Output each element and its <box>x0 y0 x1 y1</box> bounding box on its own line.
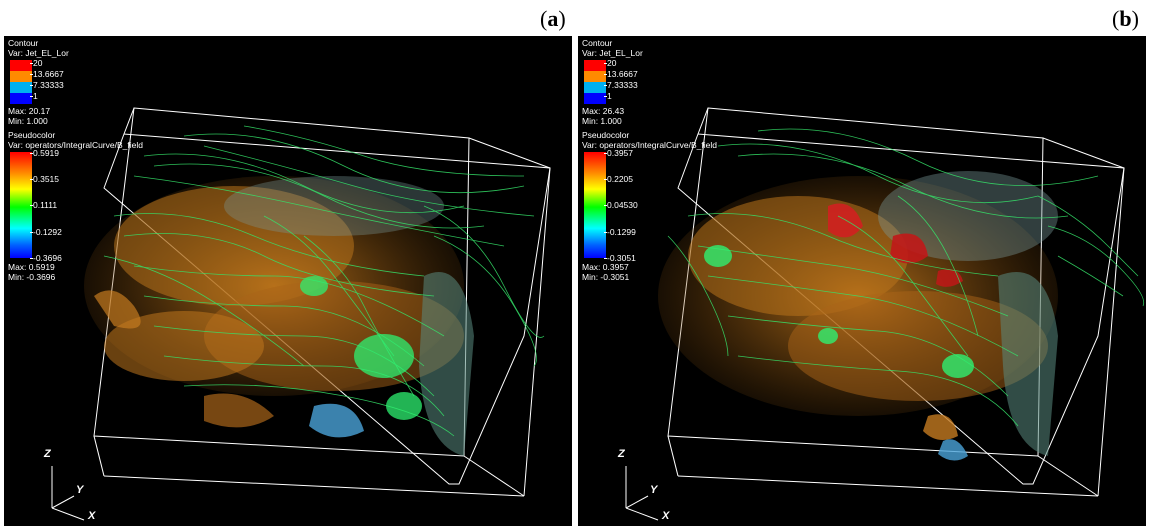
swatch-7 <box>584 82 606 93</box>
axis-x-label: X <box>88 510 96 522</box>
render-panel-b[interactable]: Contour Var: Jet_EL_Lor 20 13.6667 7.333… <box>578 36 1146 526</box>
contour-level: 1 <box>30 91 38 101</box>
pseudocolor-title: Pseudocolor <box>582 130 630 140</box>
contour-swatches: 20 13.6667 7.33333 1 <box>8 58 143 106</box>
colorbar: 0.5919 0.3515 0.1111 -0.1292 -0.3696 <box>8 148 143 263</box>
contour-title: Contour <box>582 38 613 48</box>
contour-level: 13.6667 <box>30 69 64 79</box>
swatch-20 <box>584 60 606 71</box>
colorbar-tick: -0.1292 <box>30 227 62 237</box>
colorbar-gradient <box>10 152 32 258</box>
contour-level: 7.33333 <box>30 80 64 90</box>
axis-triad: Z Y X <box>618 442 688 522</box>
integral-curves <box>667 128 1145 427</box>
pseudocolor-var: Var: operators/IntegralCurve/B_field <box>8 140 143 150</box>
colorbar-tick: -0.1299 <box>604 227 636 237</box>
contour-max: Max: 26.43 <box>582 106 625 116</box>
contour-level: 7.33333 <box>604 80 638 90</box>
green-blobs <box>704 245 974 378</box>
pseudocolor-min: Min: -0.3696 <box>8 272 56 282</box>
integral-curves <box>103 125 545 437</box>
contour-swatches: 20 13.6667 7.33333 1 <box>582 58 717 106</box>
colorbar-tick: 0.04530 <box>604 200 638 210</box>
swatch-13 <box>584 71 606 82</box>
colorbar-gradient <box>584 152 606 258</box>
contour-min: Min: 1.000 <box>582 116 622 126</box>
swatch-7 <box>10 82 32 93</box>
colorbar-tick: 0.1111 <box>29 200 58 210</box>
axis-x-label: X <box>662 510 670 522</box>
panel-label-a: (a) <box>540 6 566 31</box>
legend-a: Contour Var: Jet_EL_Lor 20 13.6667 7.333… <box>8 38 143 282</box>
swatch-13 <box>10 71 32 82</box>
render-panel-a[interactable]: Contour Var: Jet_EL_Lor 20 13.6667 7.333… <box>4 36 572 526</box>
contour-var: Var: Jet_EL_Lor <box>8 48 69 58</box>
colorbar-tick: 0.2205 <box>604 174 633 184</box>
colorbar: 0.3957 0.2205 0.04530 -0.1299 -0.3051 <box>582 148 717 263</box>
pseudocolor-var: Var: operators/IntegralCurve/B_field <box>582 140 717 150</box>
colorbar-tick: -0.3696 <box>30 253 62 263</box>
panel-label-b: (b) <box>1112 6 1139 31</box>
axis-y-label: Y <box>650 484 658 496</box>
swatch-1 <box>10 93 32 104</box>
contour-max: Max: 20.17 <box>8 106 51 116</box>
colorbar-tick: 0.3515 <box>30 174 59 184</box>
axis-z-label: Z <box>44 448 51 460</box>
contour-level: 13.6667 <box>604 69 638 79</box>
pseudocolor-max: Max: 0.3957 <box>582 262 629 272</box>
contour-title: Contour <box>8 38 39 48</box>
swatch-20 <box>10 60 32 71</box>
volume-render-scene[interactable] <box>4 36 572 526</box>
contour-isosurface <box>658 171 1058 461</box>
contour-level: 20 <box>603 58 617 68</box>
legend-b: Contour Var: Jet_EL_Lor 20 13.6667 7.333… <box>582 38 717 282</box>
contour-level: 20 <box>29 58 43 68</box>
contour-level: 1 <box>604 91 612 101</box>
colorbar-tick: 0.3957 <box>604 148 633 158</box>
colorbar-tick: 0.5919 <box>30 148 59 158</box>
axis-z-label: Z <box>618 448 625 460</box>
contour-min: Min: 1.000 <box>8 116 48 126</box>
contour-var: Var: Jet_EL_Lor <box>582 48 643 58</box>
axis-y-label: Y <box>76 484 84 496</box>
pseudocolor-max: Max: 0.5919 <box>8 262 55 272</box>
pseudocolor-min: Min: -0.3051 <box>582 272 630 282</box>
pseudocolor-title: Pseudocolor <box>8 130 56 140</box>
colorbar-tick: -0.3051 <box>604 253 636 263</box>
axis-triad: Z Y X <box>44 442 114 522</box>
swatch-1 <box>584 93 606 104</box>
green-blobs <box>300 276 422 420</box>
volume-render-scene[interactable] <box>578 36 1146 526</box>
